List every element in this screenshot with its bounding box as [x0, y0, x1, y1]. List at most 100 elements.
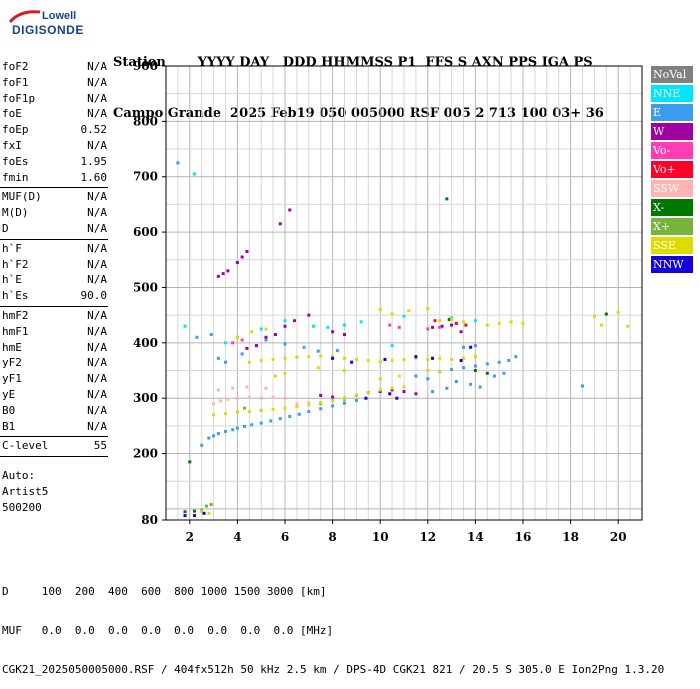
data-point-sse [366, 359, 370, 363]
x-tick-label: 14 [467, 530, 484, 544]
data-point-w [390, 388, 394, 392]
data-point-e [502, 371, 506, 375]
data-point-w [331, 395, 335, 399]
param-key: foEs [2, 154, 29, 168]
data-point-ssw [212, 402, 216, 406]
data-point-nnw [414, 355, 418, 359]
data-point-sse [295, 405, 299, 408]
data-point-e [240, 352, 244, 356]
data-point-sse [378, 360, 382, 364]
param-row-hf: h`F N/A [2, 242, 107, 256]
data-point-e [319, 407, 323, 411]
data-point-ssw [264, 386, 268, 390]
data-point-w [278, 222, 282, 226]
x-tick-label: 20 [610, 530, 627, 544]
param-key: h`F2 [2, 257, 29, 271]
data-point-sse [343, 396, 346, 400]
data-point-nnw [183, 514, 187, 518]
legend-item-vo-: Vo- [651, 142, 693, 159]
data-point-x- [473, 369, 477, 373]
data-point-e [454, 380, 458, 384]
data-point-ssw [295, 402, 299, 406]
param-row-fof2: foF2 N/A [2, 60, 107, 74]
param-value: 55 [93, 439, 107, 453]
data-point-sse [626, 324, 630, 328]
data-point-w [283, 324, 287, 328]
data-point-nnw [202, 511, 206, 515]
data-point-w [307, 313, 311, 317]
x-tick-label: 12 [419, 530, 436, 544]
data-point-sse [600, 323, 604, 327]
data-point-e [250, 423, 254, 427]
footer-distance-row: D 100 200 400 600 800 1000 1500 3000 [km… [2, 585, 327, 598]
data-point-e [243, 424, 247, 428]
footer-file-info: CGK21_2025050005000.RSF / 404fx512h 50 k… [2, 663, 665, 676]
data-point-e [462, 366, 465, 370]
param-row-fof1p: foF1p N/A [2, 92, 107, 106]
data-point-e [343, 401, 346, 405]
data-point-w [216, 274, 220, 278]
param-value: N/A [87, 206, 107, 220]
data-point-vo- [231, 341, 235, 345]
legend-item-noval: NoVal [651, 66, 693, 83]
param-row-fxi: fxI N/A [2, 139, 107, 153]
data-point-e [200, 443, 204, 447]
data-point-e [278, 417, 282, 421]
y-tick-label: 700 [133, 170, 158, 184]
data-point-sse [343, 369, 346, 373]
param-key: fmin [2, 170, 29, 184]
data-point-sse [402, 357, 406, 361]
data-point-sse [354, 393, 358, 397]
param-value: N/A [87, 75, 107, 89]
data-point-e [209, 333, 213, 337]
data-point-nne [224, 341, 227, 345]
data-point-sse [354, 357, 358, 361]
data-point-sse [295, 355, 299, 359]
data-point-vo- [438, 325, 442, 329]
param-value: 1.60 [80, 170, 108, 184]
data-point-x- [447, 318, 451, 322]
autoscaling-info: Artist5 [2, 485, 49, 498]
param-separator [0, 306, 108, 307]
param-key: foF1 [2, 75, 29, 89]
x-tick-label: 4 [233, 530, 241, 544]
data-point-w [378, 390, 382, 394]
data-point-w [414, 392, 418, 396]
param-row-foep: foEp 0.52 [2, 123, 107, 137]
data-point-ssw [271, 395, 275, 399]
data-point-sse [307, 355, 311, 359]
plot-frame [165, 65, 643, 521]
data-point-sse [259, 408, 263, 412]
param-row-b0: B0 N/A [2, 404, 107, 418]
data-point-vo- [388, 323, 392, 327]
data-point-sse [212, 413, 216, 417]
footer: D 100 200 400 600 800 1000 1500 3000 [km… [2, 559, 664, 689]
legend-item-w: W [651, 123, 693, 140]
param-value: N/A [87, 139, 107, 152]
data-point-e [212, 434, 216, 438]
data-point-sse [250, 330, 254, 334]
data-point-w [245, 249, 249, 253]
legend-item-sse: SSE [651, 237, 693, 254]
data-point-e [507, 359, 511, 363]
param-value: 0.52 [80, 123, 108, 137]
param-key: yE [2, 388, 16, 401]
data-point-sse [271, 407, 275, 411]
data-point-x- [183, 510, 187, 514]
data-point-sse [316, 366, 320, 370]
data-point-w [221, 272, 225, 276]
y-tick-label: 500 [133, 280, 158, 294]
header-values: Campo Grande 2025 Feb19 050 005000 RSF 0… [113, 106, 604, 121]
data-point-w [450, 323, 454, 327]
data-point-sse [426, 357, 430, 361]
data-point-nnw [431, 356, 435, 360]
param-key: foEp [2, 123, 29, 137]
data-point-nne [283, 319, 287, 323]
data-point-w [293, 319, 297, 323]
data-point-sse [207, 511, 211, 515]
data-point-e [497, 360, 501, 364]
data-point-e [431, 390, 435, 394]
param-key: h`Es [2, 289, 29, 303]
data-point-sse [426, 307, 430, 311]
legend-item-nne: NNE [651, 85, 693, 102]
